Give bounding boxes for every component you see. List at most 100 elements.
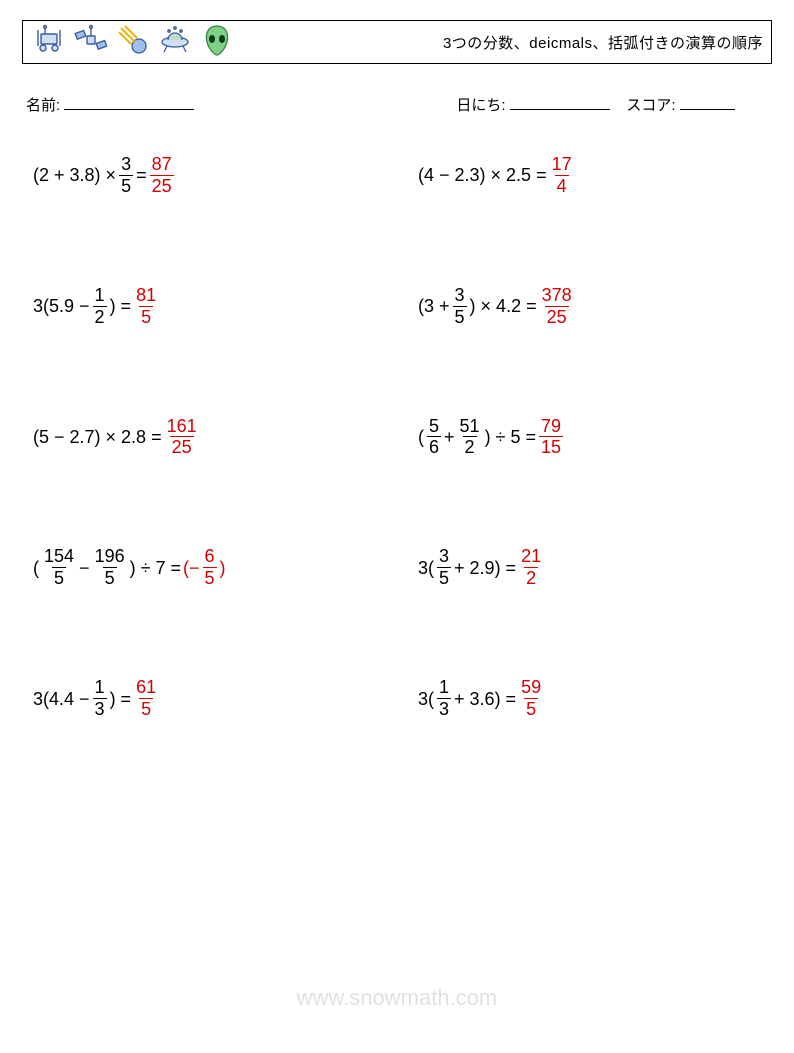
worksheet-title: 3つの分数、deicmals、括弧付きの演算の順序 bbox=[443, 32, 763, 53]
denominator: 5 bbox=[437, 567, 451, 588]
name-label: 名前: bbox=[26, 97, 60, 114]
problem: (1545 − 1965) ÷ 7 = (−65) bbox=[32, 547, 377, 588]
info-row: 名前: 日にち: スコア: bbox=[22, 94, 772, 115]
date-score-field: 日にち: スコア: bbox=[456, 94, 768, 115]
answer-fraction: 174 bbox=[550, 155, 574, 196]
ufo-icon bbox=[157, 22, 193, 63]
expr-text: − bbox=[78, 559, 91, 577]
numerator: 6 bbox=[203, 547, 217, 567]
answer-fraction: 212 bbox=[519, 547, 543, 588]
problem: 3(5.9 − 12) = 815 bbox=[32, 286, 377, 327]
answer-fraction: 8725 bbox=[150, 155, 174, 196]
numerator: 81 bbox=[134, 286, 158, 306]
header-box: 3つの分数、deicmals、括弧付きの演算の順序 bbox=[22, 20, 772, 64]
header-icons bbox=[31, 22, 235, 63]
expr-text: = bbox=[135, 166, 148, 184]
expr-text: ( bbox=[32, 559, 40, 577]
fraction: 1545 bbox=[42, 547, 76, 588]
answer-fraction: 16125 bbox=[165, 417, 199, 458]
denominator: 5 bbox=[52, 567, 66, 588]
alien-icon bbox=[199, 22, 235, 63]
expr-text: ) = bbox=[109, 690, 133, 708]
problem: (5 − 2.7) × 2.8 = 16125 bbox=[32, 417, 377, 458]
expr-text: (2 + 3.8) × bbox=[32, 166, 117, 184]
expr-text: ) ÷ 7 = bbox=[129, 559, 182, 577]
watermark: www.snowmath.com bbox=[0, 985, 794, 1011]
numerator: 3 bbox=[453, 286, 467, 306]
answer-text: (− bbox=[182, 559, 201, 577]
expr-text: + bbox=[443, 428, 456, 446]
fraction: 13 bbox=[93, 678, 107, 719]
problem: (3 + 35) × 4.2 = 37825 bbox=[417, 286, 762, 327]
denominator: 25 bbox=[150, 175, 174, 196]
numerator: 51 bbox=[458, 417, 482, 437]
denominator: 25 bbox=[170, 436, 194, 457]
numerator: 21 bbox=[519, 547, 543, 567]
expr-text: (4 − 2.3) × 2.5 = bbox=[417, 166, 548, 184]
meteor-icon bbox=[115, 22, 151, 63]
name-field: 名前: bbox=[26, 94, 456, 115]
denominator: 5 bbox=[119, 175, 133, 196]
fraction: 512 bbox=[458, 417, 482, 458]
problem: (56 + 512) ÷ 5 = 7915 bbox=[417, 417, 762, 458]
expr-text: ) = bbox=[109, 297, 133, 315]
numerator: 161 bbox=[165, 417, 199, 437]
expr-text: ( bbox=[417, 428, 425, 446]
numerator: 196 bbox=[93, 547, 127, 567]
denominator: 5 bbox=[524, 698, 538, 719]
fraction: 35 bbox=[453, 286, 467, 327]
answer-fraction: 595 bbox=[519, 678, 543, 719]
numerator: 5 bbox=[427, 417, 441, 437]
expr-text: ) × 4.2 = bbox=[469, 297, 538, 315]
score-label: スコア: bbox=[626, 97, 675, 114]
answer-fraction: 65 bbox=[203, 547, 217, 588]
answer-fraction: 615 bbox=[134, 678, 158, 719]
answer-fraction: 815 bbox=[134, 286, 158, 327]
denominator: 5 bbox=[453, 306, 467, 327]
rover-icon bbox=[31, 22, 67, 63]
numerator: 59 bbox=[519, 678, 543, 698]
numerator: 3 bbox=[437, 547, 451, 567]
denominator: 5 bbox=[203, 567, 217, 588]
expr-text: 3(4.4 − bbox=[32, 690, 91, 708]
numerator: 3 bbox=[119, 155, 133, 175]
satellite-icon bbox=[73, 22, 109, 63]
numerator: 61 bbox=[134, 678, 158, 698]
problem: 3(13 + 3.6) = 595 bbox=[417, 678, 762, 719]
expr-text: ) ÷ 5 = bbox=[484, 428, 537, 446]
numerator: 1 bbox=[437, 678, 451, 698]
answer-fraction: 7915 bbox=[539, 417, 563, 458]
numerator: 79 bbox=[539, 417, 563, 437]
fraction: 1965 bbox=[93, 547, 127, 588]
expr-text: + 3.6) = bbox=[453, 690, 517, 708]
fraction: 56 bbox=[427, 417, 441, 458]
denominator: 4 bbox=[555, 175, 569, 196]
fraction: 13 bbox=[437, 678, 451, 719]
fraction: 12 bbox=[93, 286, 107, 327]
expr-text: (5 − 2.7) × 2.8 = bbox=[32, 428, 163, 446]
denominator: 3 bbox=[437, 698, 451, 719]
answer-fraction: 37825 bbox=[540, 286, 574, 327]
expr-text: 3( bbox=[417, 690, 435, 708]
numerator: 87 bbox=[150, 155, 174, 175]
numerator: 17 bbox=[550, 155, 574, 175]
expr-text: 3( bbox=[417, 559, 435, 577]
score-blank bbox=[680, 95, 735, 110]
denominator: 2 bbox=[463, 436, 477, 457]
denominator: 2 bbox=[93, 306, 107, 327]
denominator: 25 bbox=[545, 306, 569, 327]
name-blank bbox=[64, 95, 194, 110]
problem: 3(4.4 − 13) = 615 bbox=[32, 678, 377, 719]
problem: 3(35 + 2.9) = 212 bbox=[417, 547, 762, 588]
denominator: 6 bbox=[427, 436, 441, 457]
problem: (2 + 3.8) × 35 = 8725 bbox=[32, 155, 377, 196]
fraction: 35 bbox=[119, 155, 133, 196]
answer-text: ) bbox=[219, 559, 227, 577]
expr-text: (3 + bbox=[417, 297, 451, 315]
denominator: 15 bbox=[539, 436, 563, 457]
denominator: 2 bbox=[524, 567, 538, 588]
fraction: 35 bbox=[437, 547, 451, 588]
expr-text: + 2.9) = bbox=[453, 559, 517, 577]
date-blank bbox=[510, 95, 610, 110]
denominator: 3 bbox=[93, 698, 107, 719]
